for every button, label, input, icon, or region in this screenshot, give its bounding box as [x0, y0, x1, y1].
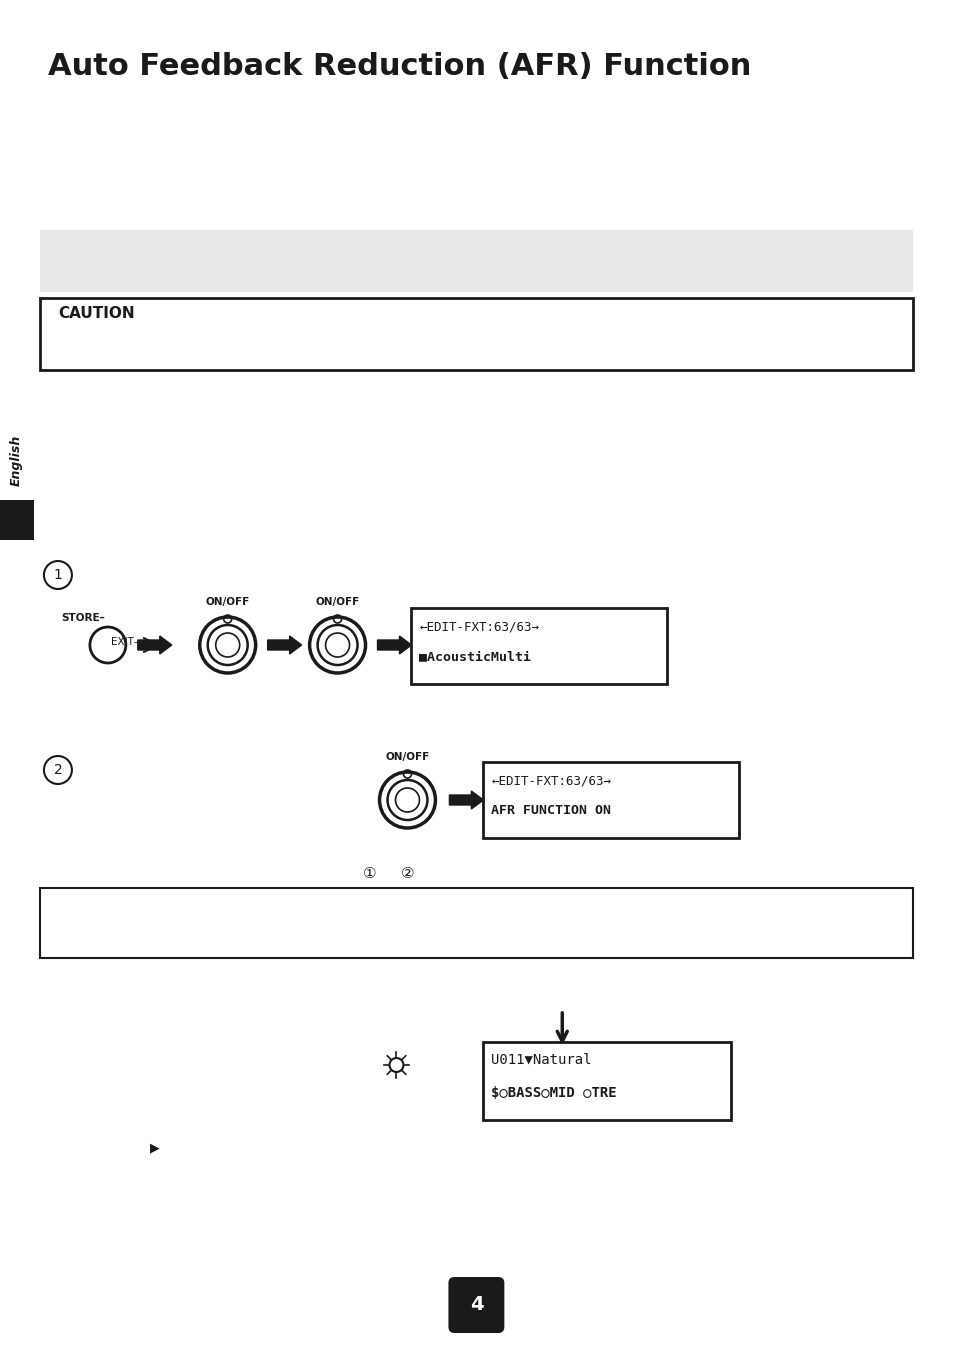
Text: AFR FUNCTION ON: AFR FUNCTION ON — [491, 804, 611, 817]
Bar — [483, 763, 739, 838]
Bar — [40, 888, 912, 959]
Text: CAUTION: CAUTION — [58, 306, 134, 320]
FancyArrow shape — [137, 635, 172, 654]
Text: ■AcousticMulti: ■AcousticMulti — [419, 650, 531, 662]
Text: U011▼Natural: U011▼Natural — [491, 1052, 591, 1065]
Text: $○BASS○MID ○TRE: $○BASS○MID ○TRE — [491, 1086, 617, 1101]
FancyArrow shape — [377, 635, 411, 654]
FancyArrow shape — [268, 635, 301, 654]
Text: ←EDIT-FXT:63/63→: ←EDIT-FXT:63/63→ — [491, 773, 611, 787]
Bar — [40, 230, 912, 292]
Text: ②: ② — [400, 865, 414, 880]
Text: 4: 4 — [469, 1295, 482, 1314]
Text: STORE–: STORE– — [61, 612, 105, 623]
Bar — [40, 297, 912, 370]
Text: 1: 1 — [53, 568, 62, 581]
Text: Auto Feedback Reduction (AFR) Function: Auto Feedback Reduction (AFR) Function — [48, 51, 751, 81]
Text: ▶: ▶ — [150, 1141, 159, 1155]
Text: ON/OFF: ON/OFF — [205, 598, 250, 607]
FancyBboxPatch shape — [448, 1278, 504, 1333]
Text: 2: 2 — [53, 763, 62, 777]
FancyArrow shape — [449, 791, 483, 808]
Text: ON/OFF: ON/OFF — [385, 752, 429, 763]
Bar — [483, 1042, 730, 1119]
Text: ①: ① — [362, 865, 375, 880]
Text: ON/OFF: ON/OFF — [315, 598, 359, 607]
Text: ←EDIT-FXT:63/63→: ←EDIT-FXT:63/63→ — [419, 621, 538, 633]
Bar — [411, 608, 666, 684]
Text: EXIT–: EXIT– — [111, 637, 139, 648]
Bar — [0, 500, 34, 539]
Text: English: English — [10, 434, 23, 485]
